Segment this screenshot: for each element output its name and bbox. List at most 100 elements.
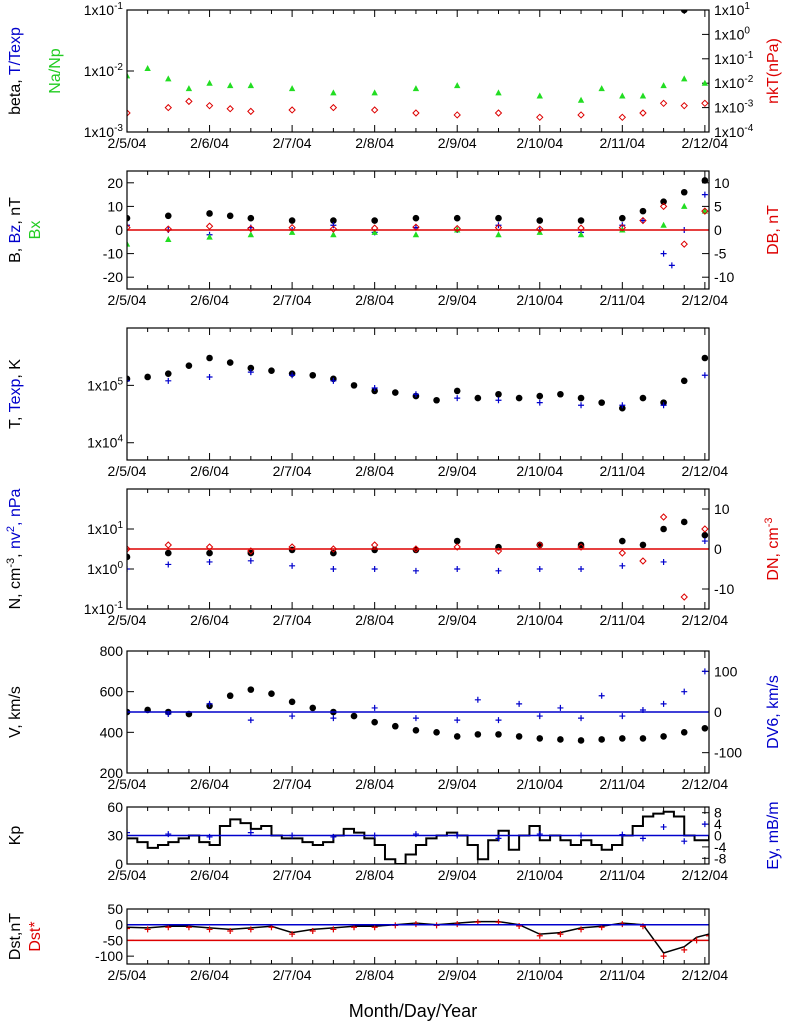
plot-frame bbox=[126, 908, 710, 965]
point-dn bbox=[618, 549, 627, 557]
point-v bbox=[433, 729, 440, 736]
point-dn bbox=[247, 547, 255, 555]
point-dst_star bbox=[330, 926, 337, 933]
y-axis-label: Dst,nT bbox=[7, 913, 24, 960]
y-tick-label: 60 bbox=[107, 799, 123, 815]
point-nkt bbox=[205, 101, 214, 110]
point-nkt bbox=[164, 103, 172, 112]
point-b bbox=[660, 198, 667, 205]
point-dst_star bbox=[578, 926, 585, 933]
point-n bbox=[680, 518, 688, 526]
point-dn bbox=[288, 543, 296, 551]
series-group bbox=[127, 513, 709, 601]
point-n bbox=[453, 537, 461, 545]
x-tick-label: 2/6/04 bbox=[190, 463, 229, 479]
point-texp bbox=[127, 377, 130, 384]
point-na_np bbox=[226, 82, 234, 89]
point-dn bbox=[329, 545, 338, 553]
x-tick-label: 2/10/04 bbox=[516, 612, 563, 628]
point-na_np bbox=[660, 82, 667, 89]
point-nkt bbox=[577, 111, 585, 119]
x-tick-label: 2/8/04 bbox=[355, 776, 394, 792]
point-dv6 bbox=[330, 715, 337, 722]
point-dn bbox=[164, 541, 172, 549]
point-nkt bbox=[226, 105, 234, 113]
point-na_np bbox=[701, 79, 709, 86]
point-nv2 bbox=[619, 562, 626, 569]
point-ey bbox=[619, 831, 626, 838]
point-b bbox=[619, 214, 626, 222]
point-nkt bbox=[185, 97, 193, 106]
x-tick-label: 2/9/04 bbox=[438, 135, 477, 151]
point-b bbox=[226, 212, 234, 220]
y2-axis-label: Ey, mB/m bbox=[765, 801, 782, 869]
point-nkt bbox=[288, 106, 296, 114]
x-tick-label: 2/9/04 bbox=[438, 867, 477, 883]
point-ey bbox=[681, 838, 688, 845]
x-tick-label: 2/11/04 bbox=[599, 612, 645, 628]
y-tick-label: -10 bbox=[103, 246, 123, 262]
point-texp bbox=[454, 395, 461, 402]
point-n bbox=[577, 541, 585, 549]
series-group bbox=[127, 919, 709, 960]
point-bz bbox=[701, 191, 708, 198]
y2-tick-label: 100 bbox=[714, 663, 738, 679]
point-db bbox=[205, 222, 214, 230]
x-tick-label: 2/10/04 bbox=[516, 292, 563, 308]
point-dv6 bbox=[681, 688, 688, 695]
point-bx bbox=[288, 228, 296, 235]
plot-frame bbox=[126, 170, 710, 290]
point-dst_star bbox=[706, 932, 709, 939]
y2-tick-label: -4 bbox=[714, 839, 727, 855]
point-texp bbox=[578, 402, 585, 409]
point-nv2 bbox=[330, 566, 337, 572]
point-v bbox=[680, 729, 688, 736]
y-axis-label: N, cm-3, nv2, nPa bbox=[5, 488, 24, 609]
point-b bbox=[453, 214, 461, 222]
point-db bbox=[127, 223, 131, 232]
x-tick-label: 2/5/04 bbox=[108, 612, 147, 628]
point-db bbox=[329, 225, 338, 233]
point-nkt bbox=[329, 103, 338, 112]
y-tick-label: 30 bbox=[107, 828, 123, 844]
point-texp bbox=[330, 377, 337, 384]
point-b bbox=[639, 207, 647, 215]
x-tick-label: 2/9/04 bbox=[438, 463, 477, 479]
y-tick-label: 200 bbox=[100, 765, 124, 781]
y2-tick-label: 1x100 bbox=[714, 25, 750, 42]
point-db bbox=[536, 225, 544, 233]
point-dv6 bbox=[454, 717, 461, 724]
y2-tick-label: 10 bbox=[714, 501, 730, 517]
plot-frame bbox=[126, 327, 710, 461]
point-nkt bbox=[659, 99, 668, 108]
point-t bbox=[701, 354, 709, 362]
point-dn bbox=[494, 547, 503, 555]
point-dn bbox=[412, 545, 420, 553]
point-t bbox=[474, 394, 482, 402]
x-tick-label: 2/11/04 bbox=[599, 463, 645, 479]
series-group bbox=[127, 668, 709, 744]
point-beta bbox=[702, 0, 709, 3]
point-nv2 bbox=[247, 557, 254, 564]
point-dst_star bbox=[289, 931, 296, 938]
point-na_np bbox=[288, 85, 296, 92]
y2-tick-label: 1x101 bbox=[714, 1, 750, 18]
point-db bbox=[247, 224, 255, 233]
point-t bbox=[515, 394, 523, 402]
point-dn bbox=[701, 525, 709, 533]
x-tick-label: 2/9/04 bbox=[438, 612, 477, 628]
point-texp bbox=[701, 372, 708, 379]
point-v bbox=[247, 686, 255, 693]
point-v bbox=[350, 712, 358, 720]
point-v bbox=[701, 724, 709, 732]
x-tick-label: 2/12/04 bbox=[682, 612, 729, 628]
point-b bbox=[371, 217, 378, 224]
point-na_np bbox=[681, 75, 688, 82]
x-tick-label: 2/5/04 bbox=[108, 292, 147, 308]
point-t bbox=[350, 382, 358, 389]
point-nkt bbox=[127, 109, 131, 117]
point-ey bbox=[701, 821, 708, 828]
y-tick-label: -50 bbox=[103, 932, 123, 948]
point-texp bbox=[206, 373, 213, 380]
point-nkt bbox=[412, 109, 420, 117]
